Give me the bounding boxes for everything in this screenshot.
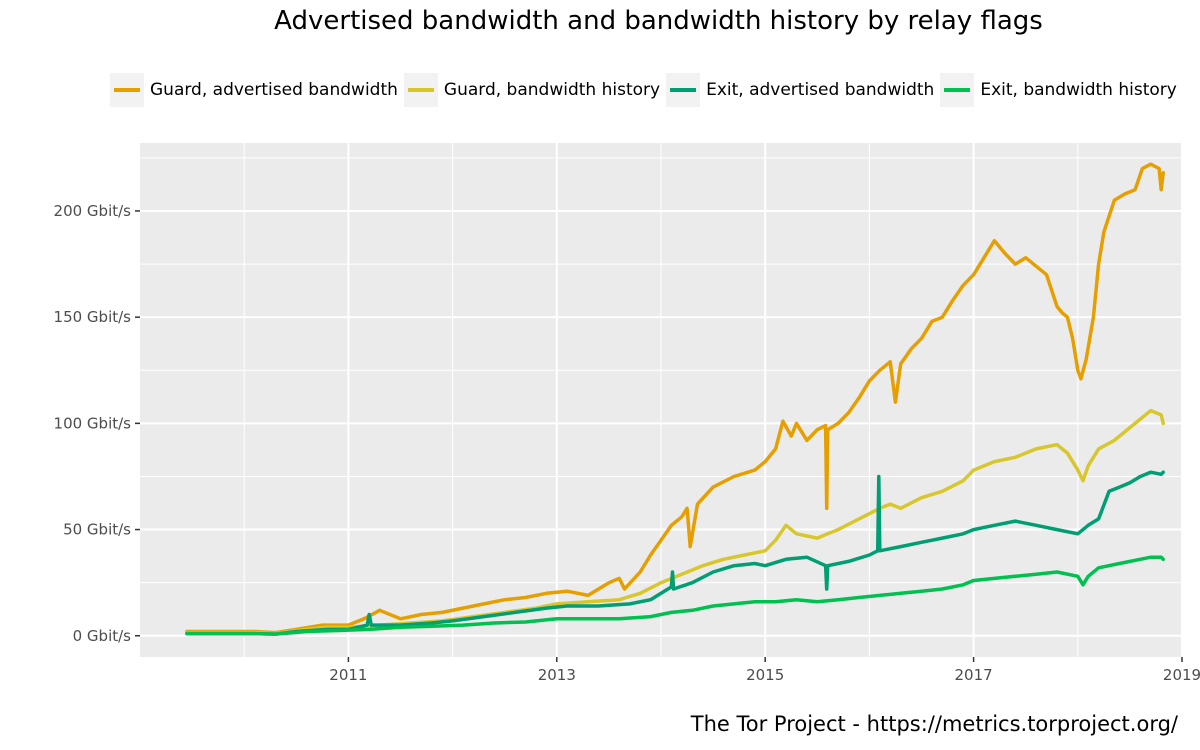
legend-key — [110, 73, 144, 107]
legend: Guard, advertised bandwidth Guard, bandwi… — [110, 72, 1183, 108]
legend-item-3: Exit, advertised bandwidth — [666, 73, 934, 107]
legend-label: Exit, advertised bandwidth — [706, 80, 935, 100]
legend-key — [403, 73, 438, 107]
x-tick-label: 2017 — [955, 666, 993, 684]
series-line-4 — [185, 555, 1165, 636]
legend-swatch — [944, 88, 971, 92]
legend-item-1: Guard, advertised bandwidth — [110, 73, 398, 107]
legend-label: Exit, bandwidth history — [980, 80, 1177, 100]
y-tick-label: 150 Gbit/s — [54, 308, 132, 326]
legend-swatch — [114, 88, 140, 92]
y-tick-label: 200 Gbit/s — [54, 202, 132, 220]
caption: The Tor Project - https://metrics.torpro… — [690, 712, 1178, 736]
series-line-3 — [185, 470, 1165, 636]
legend-swatch — [407, 88, 434, 92]
legend-label: Guard, advertised bandwidth — [150, 80, 398, 100]
series-line-1 — [185, 162, 1165, 635]
x-tick-label: 2019 — [1163, 666, 1200, 684]
legend-label: Guard, bandwidth history — [443, 80, 661, 100]
legend-key — [940, 73, 975, 107]
x-tick-label: 2013 — [538, 666, 576, 684]
legend-item-4: Exit, bandwidth history — [940, 73, 1177, 107]
x-tick-label: 2015 — [746, 666, 784, 684]
x-tick-label: 2011 — [329, 666, 367, 684]
legend-key — [666, 73, 701, 107]
legend-swatch — [670, 88, 697, 92]
y-tick-label: 50 Gbit/s — [63, 521, 131, 539]
y-tick-label: 0 Gbit/s — [73, 627, 132, 645]
y-tick-label: 100 Gbit/s — [54, 414, 132, 432]
legend-item-2: Guard, bandwidth history — [403, 73, 661, 107]
chart-title: Advertised bandwidth and bandwidth histo… — [274, 6, 1043, 36]
